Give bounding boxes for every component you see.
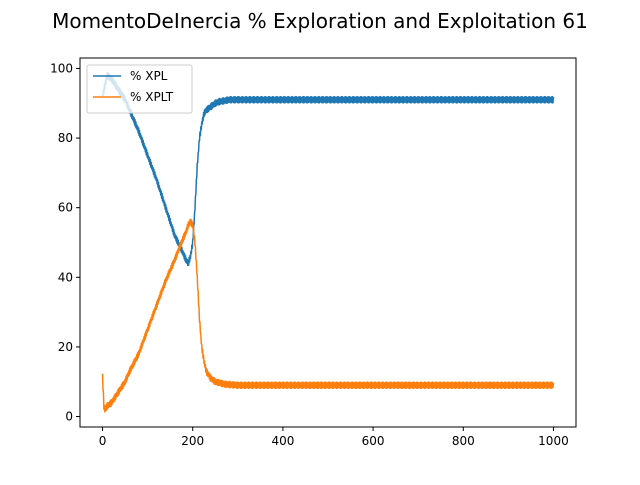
x-tick-label: 600 [362,434,385,448]
axis-layer: 0 200 400 600 800 1000 0 20 40 60 80 100 [50,61,569,448]
y-tick-label: 40 [58,270,73,284]
x-tick-label: 400 [271,434,294,448]
legend-label-xplt: % XPLT [130,90,174,104]
series-line-xpl [101,72,555,267]
series-line-xplt [101,218,555,413]
legend-label-xpl: % XPL [130,69,168,83]
legend-box [86,64,193,114]
chart-title: MomentoDeInercia % Exploration and Explo… [52,9,588,33]
x-tick-label: 1000 [538,434,569,448]
x-tick-label: 800 [452,434,475,448]
y-tick-label: 60 [58,201,73,215]
y-tick-label: 100 [50,61,73,75]
y-tick-label: 0 [65,410,73,424]
series-layer [101,72,555,413]
x-tick-label: 0 [99,434,107,448]
x-tick-label: 200 [181,434,204,448]
plot-area-frame [79,57,577,428]
legend: % XPL % XPLT [86,64,193,114]
y-tick-label: 80 [58,131,73,145]
y-tick-label: 20 [58,340,73,354]
